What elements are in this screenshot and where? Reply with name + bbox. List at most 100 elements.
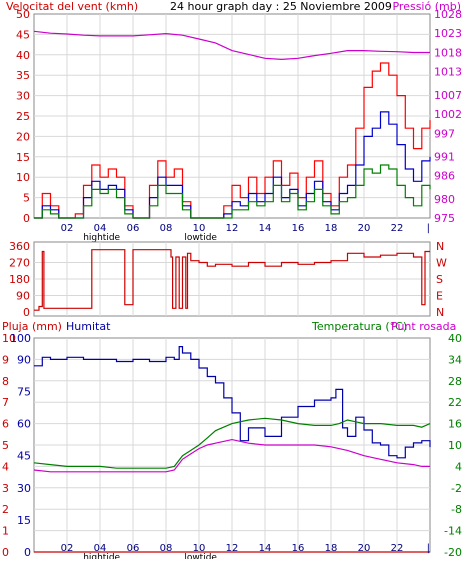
- temperature-y-tick: 16: [448, 418, 462, 431]
- x-tick-label: 04: [94, 543, 107, 554]
- x-tick-label: 02: [61, 543, 74, 554]
- compass-tick: W: [436, 257, 447, 270]
- rain-y-tick: 4: [2, 460, 9, 473]
- humidity-y-tick: 15: [17, 514, 31, 527]
- wind-y-tick: 30: [16, 90, 30, 103]
- temperature-y-tick: -8: [451, 503, 462, 516]
- direction-y-tick: 270: [9, 257, 30, 270]
- wind-y-tick: 35: [16, 69, 30, 82]
- wind-y-tick: 15: [16, 151, 30, 164]
- pressure-y-tick: 1018: [434, 46, 462, 59]
- pressure-y-tick: 1013: [434, 66, 462, 79]
- pressure-y-tick: 1007: [434, 89, 462, 102]
- x-tick-label: 22: [391, 223, 404, 234]
- wind-y-tick: 0: [23, 212, 30, 225]
- climate-series-punt-rosada: [33, 438, 430, 473]
- x-tick-label: 06: [127, 223, 140, 234]
- wind-series-wind-gust: [34, 62, 431, 219]
- temperature-y-tick: 40: [448, 332, 462, 345]
- direction-y-tick: 90: [16, 290, 30, 303]
- humidity-y-tick: 90: [17, 353, 31, 366]
- x-tick-label: 16: [292, 543, 305, 554]
- pressure-label: Pressió (mb): [392, 0, 461, 13]
- direction-y-tick: 360: [9, 240, 30, 253]
- humidity-y-tick: 0: [24, 546, 31, 559]
- rain-y-tick: 10: [2, 332, 16, 345]
- pressure-y-tick: 1023: [434, 27, 462, 40]
- temperature-y-tick: -2: [451, 482, 462, 495]
- pressure-y-tick: 1002: [434, 108, 462, 121]
- x-tick-label: 16: [292, 223, 305, 234]
- climate-series-temperatura: [33, 417, 431, 469]
- pressure-y-tick: 986: [434, 170, 455, 183]
- compass-tick: E: [436, 290, 443, 303]
- rain-y-tick: 0: [2, 546, 9, 559]
- rain-y-tick: 5: [2, 439, 9, 452]
- temperature-y-tick: 10: [448, 439, 462, 452]
- x-tick-label: 08: [160, 223, 173, 234]
- x-tick-label: 22: [391, 543, 404, 554]
- annotation-lowtide: lowtide: [184, 233, 217, 243]
- pressure-y-tick: 997: [434, 127, 455, 140]
- direction-y-tick: 0: [23, 306, 30, 319]
- rain-label: Pluja (mm): [2, 320, 62, 333]
- climate-series-humitat: [34, 346, 431, 459]
- wind-speed-label: Velocitat del vent (kmh): [6, 0, 138, 13]
- humidity-y-tick: 45: [17, 450, 31, 463]
- humidity-y-tick: 60: [17, 418, 31, 431]
- temperature-y-tick: -14: [444, 525, 462, 538]
- x-tick-label: 12: [226, 223, 239, 234]
- x-tick-label: 04: [94, 223, 107, 234]
- x-end-marker: |: [427, 223, 430, 234]
- direction-series: [34, 249, 430, 311]
- temperature-y-tick: 34: [448, 353, 462, 366]
- pressure-y-tick: 991: [434, 150, 455, 163]
- compass-tick: N: [436, 240, 444, 253]
- rain-y-tick: 7: [2, 396, 9, 409]
- rain-y-tick: 1: [2, 525, 9, 538]
- x-tick-label: 14: [259, 223, 272, 234]
- wind-y-tick: 25: [16, 110, 30, 123]
- rain-y-tick: 8: [2, 375, 9, 388]
- direction-y-tick: 180: [9, 273, 30, 286]
- x-end-marker: |: [427, 543, 430, 554]
- wind-y-tick: 20: [16, 130, 30, 143]
- dewpoint-label: Punt rosada: [391, 320, 456, 333]
- compass-tick: N: [436, 306, 444, 319]
- wind-series-wind-avg: [34, 111, 431, 219]
- x-tick-label: 18: [325, 223, 338, 234]
- x-tick-label: 08: [160, 543, 173, 554]
- x-tick-label: 10: [193, 223, 206, 234]
- pressure-y-tick: 975: [434, 212, 455, 225]
- x-tick-label: 12: [226, 543, 239, 554]
- temperature-y-tick: -20: [444, 546, 462, 559]
- x-tick-label: 18: [325, 543, 338, 554]
- wind-y-tick: 10: [16, 171, 30, 184]
- temperature-label: Temperatura (°C): [311, 320, 407, 333]
- x-tick-label: 06: [127, 543, 140, 554]
- rain-y-tick: 9: [2, 353, 9, 366]
- x-tick-label: 10: [193, 543, 206, 554]
- humidity-label: Humitat: [66, 320, 111, 333]
- pressure-y-tick: 1028: [434, 8, 462, 21]
- wind-series-pressió: [33, 30, 430, 61]
- humidity-y-tick: 100: [10, 332, 31, 345]
- rain-y-tick: 2: [2, 503, 9, 516]
- wind-y-tick: 45: [16, 28, 30, 41]
- wind-series-wind-min: [34, 164, 431, 219]
- wind-y-tick: 50: [16, 8, 30, 21]
- x-tick-label: 14: [259, 543, 272, 554]
- wind-y-tick: 40: [16, 49, 30, 62]
- temperature-y-tick: 4: [455, 460, 462, 473]
- temperature-y-tick: 28: [448, 375, 462, 388]
- wind-y-tick: 5: [23, 192, 30, 205]
- x-tick-label: 02: [61, 223, 74, 234]
- annotation-lowtide: lowtide: [184, 553, 217, 559]
- temperature-y-tick: 22: [448, 396, 462, 409]
- compass-tick: S: [436, 273, 443, 286]
- pressure-y-tick: 980: [434, 193, 455, 206]
- x-tick-label: 20: [358, 223, 371, 234]
- chart-title: 24 hour graph day : 25 Noviembre 2009: [170, 0, 392, 13]
